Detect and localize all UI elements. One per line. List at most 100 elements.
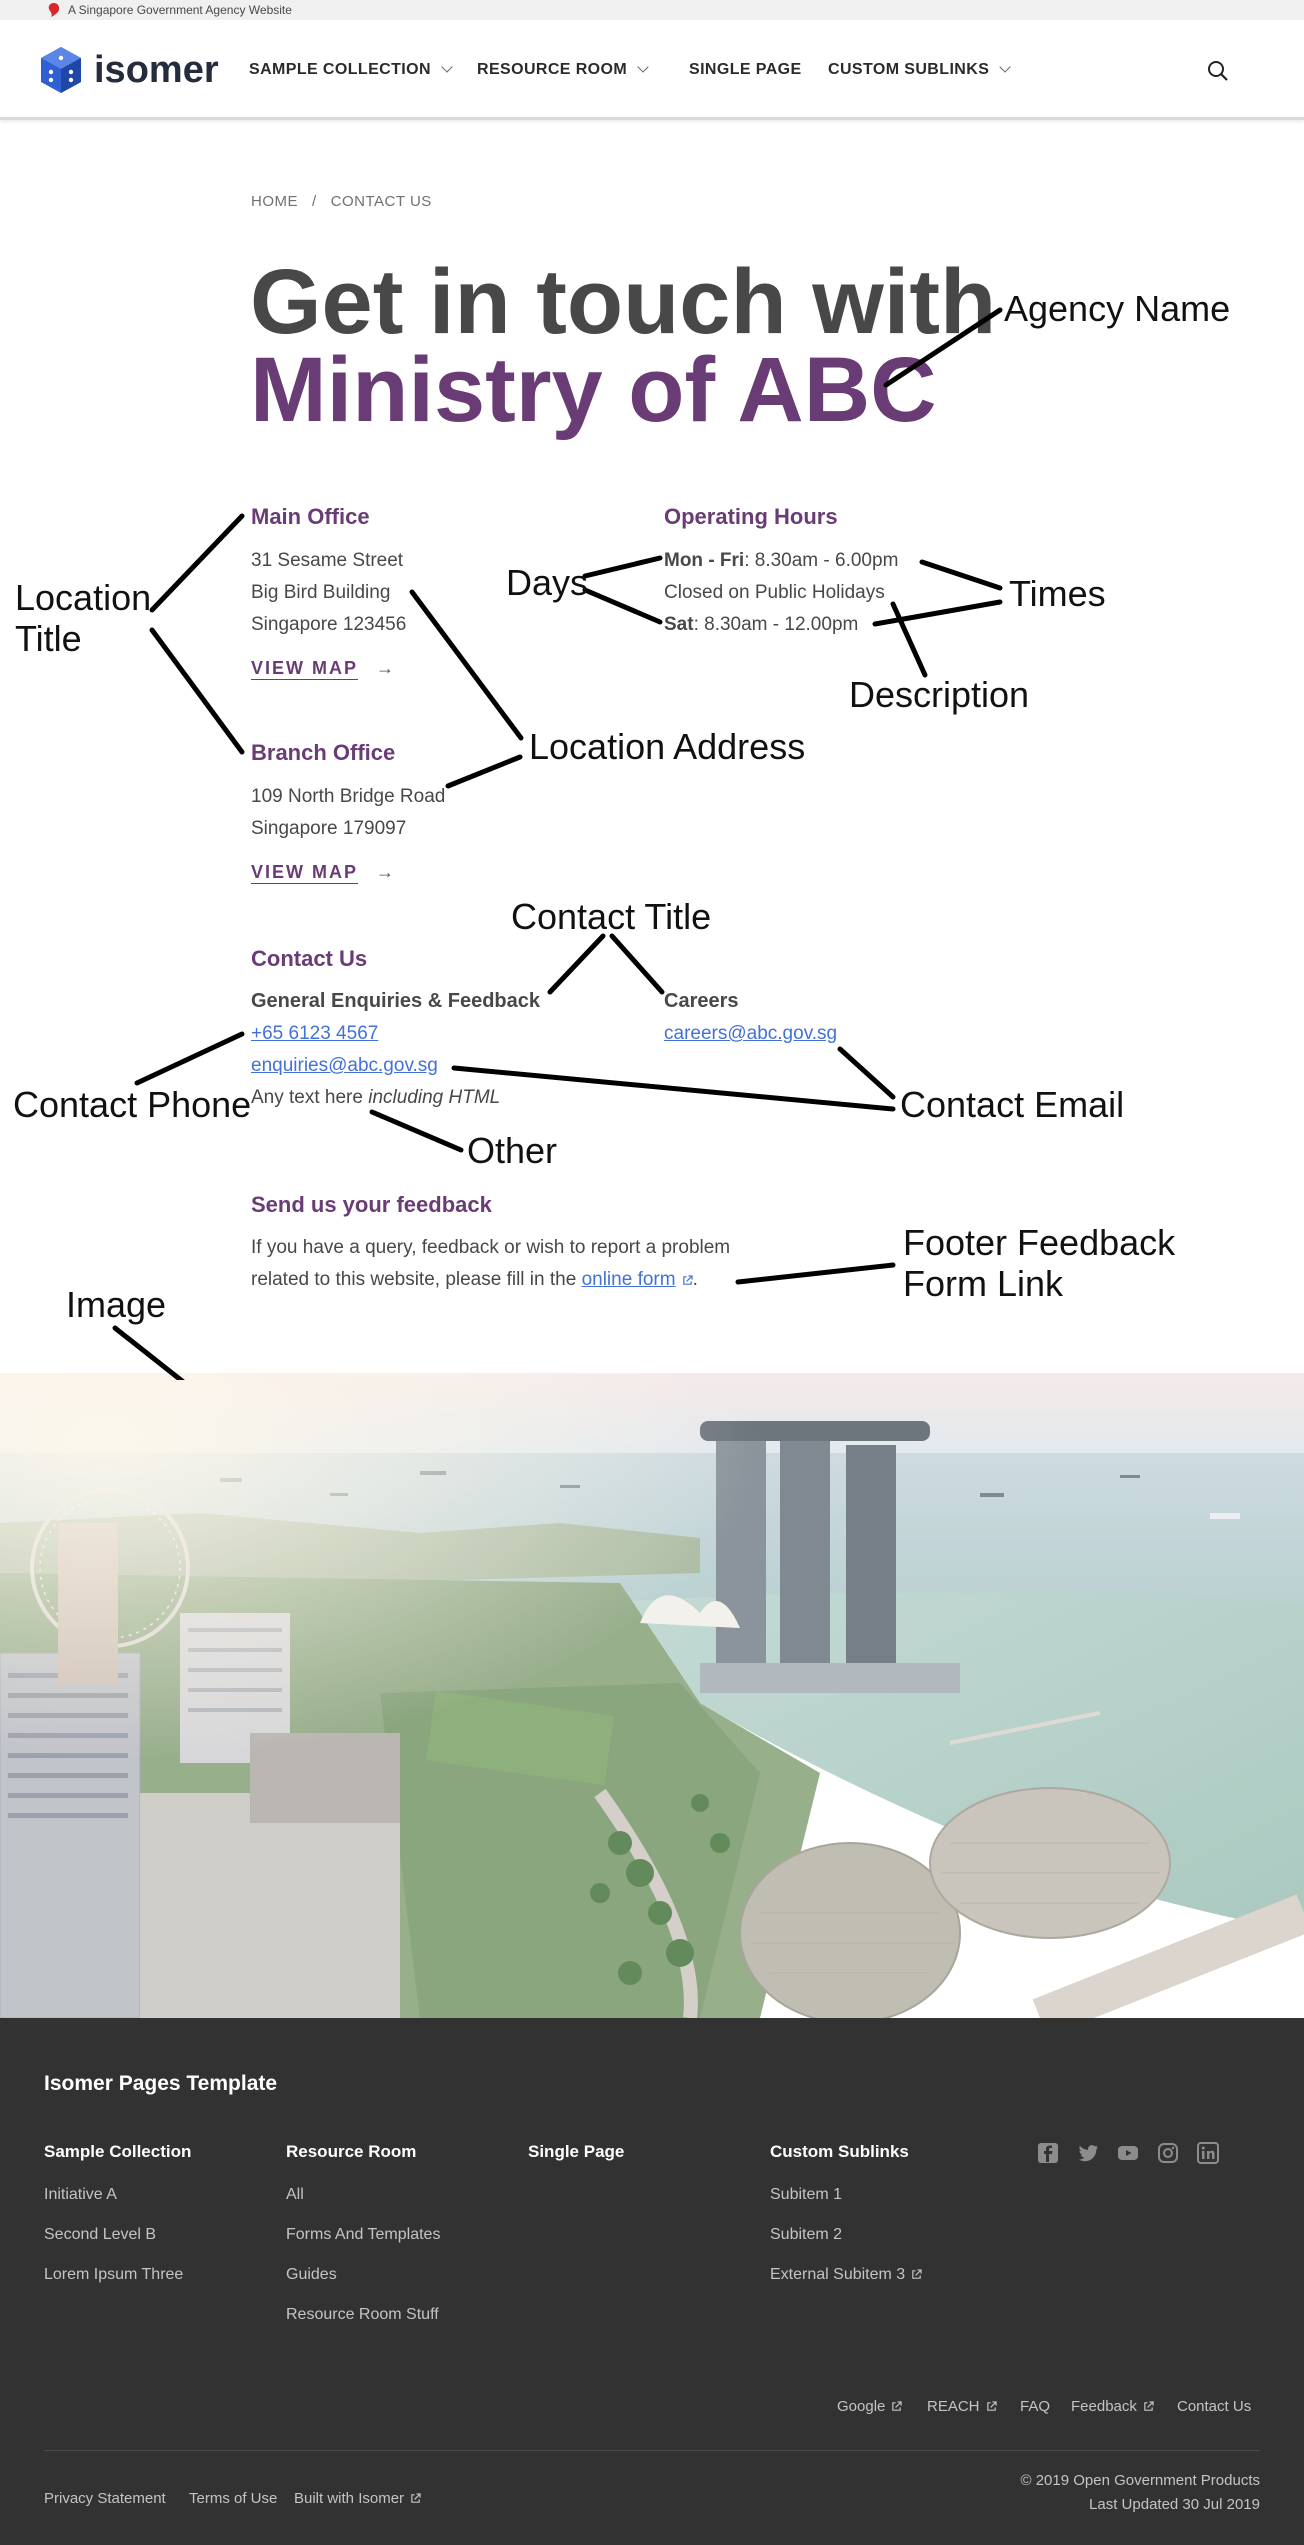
- annotation-contact-email: Contact Email: [900, 1084, 1125, 1125]
- arrow-right-icon: →: [376, 862, 395, 882]
- view-map-link-branch[interactable]: VIEW MAP →: [251, 862, 394, 883]
- footer-terms-link[interactable]: Terms of Use: [189, 2490, 278, 2507]
- breadcrumb-current[interactable]: CONTACT US: [330, 193, 432, 210]
- hours-row: Sat: 8.30am - 12.00pm: [664, 613, 858, 637]
- contact-other-italic: including HTML: [368, 1087, 501, 1108]
- footer-link[interactable]: Forms And Templates: [286, 2226, 441, 2243]
- footer-util-label: REACH: [927, 2398, 980, 2415]
- hero-image: [0, 1373, 1304, 2018]
- footer-util-label: Google: [837, 2398, 886, 2415]
- view-map-label: VIEW MAP: [251, 862, 359, 882]
- location-title-branch: Branch Office: [251, 740, 396, 765]
- footer-heading-sample-collection[interactable]: Sample Collection: [44, 2142, 192, 2161]
- hours-days: Sat: [664, 614, 694, 635]
- footer-util-faq[interactable]: FAQ: [1020, 2398, 1051, 2415]
- footer-heading-resource-room[interactable]: Resource Room: [286, 2142, 417, 2161]
- footer-link[interactable]: All: [286, 2186, 304, 2203]
- linkedin-icon[interactable]: [1197, 2142, 1219, 2164]
- feedback-form-link[interactable]: online form: [581, 1269, 676, 1290]
- contact-other: Any text here including HTML: [251, 1086, 500, 1110]
- external-link-icon: [411, 2493, 421, 2503]
- nav-item-label: RESOURCE ROOM: [477, 61, 628, 78]
- annotation-image-leader: [0, 1373, 1304, 1733]
- footer-link[interactable]: Lorem Ipsum Three: [44, 2266, 184, 2283]
- breadcrumb-home[interactable]: HOME: [251, 193, 298, 210]
- footer-link[interactable]: Guides: [286, 2266, 337, 2283]
- annotation-location-address: Location Address: [529, 726, 806, 767]
- navbar: isomer SAMPLE COLLECTION RESOURCE ROOM S…: [0, 20, 1304, 120]
- search-icon[interactable]: [1207, 60, 1229, 82]
- chevron-down-icon: [637, 61, 649, 73]
- footer-util-feedback[interactable]: Feedback: [1071, 2398, 1154, 2415]
- arrow-right-icon: →: [376, 658, 395, 678]
- logo-text[interactable]: isomer: [94, 49, 219, 91]
- footer-util-google[interactable]: Google: [837, 2398, 903, 2415]
- footer-heading-single-page[interactable]: Single Page: [528, 2142, 625, 2161]
- footer-link-external[interactable]: External Subitem 3: [770, 2266, 922, 2284]
- feedback-title: Send us your feedback: [251, 1192, 492, 1217]
- nav-item-sample-collection[interactable]: SAMPLE COLLECTION: [249, 60, 453, 80]
- careers-email-link[interactable]: careers@abc.gov.sg: [664, 1023, 838, 1044]
- nav-item-resource-room[interactable]: RESOURCE ROOM: [477, 60, 649, 80]
- contact-title: Contact Us: [251, 946, 368, 971]
- hours-row: Mon - Fri: 8.30am - 6.00pm: [664, 549, 898, 573]
- external-link-icon: [682, 1275, 693, 1285]
- hours-time: : 8.30am - 6.00pm: [744, 550, 899, 571]
- nav-item-custom-sublinks[interactable]: CUSTOM SUBLINKS: [828, 60, 1011, 80]
- footer-privacy-link[interactable]: Privacy Statement: [44, 2490, 166, 2507]
- twitter-icon[interactable]: [1077, 2142, 1099, 2164]
- instagram-icon[interactable]: [1157, 2142, 1179, 2164]
- footer-divider: [44, 2450, 1260, 2451]
- location-address-line: Singapore 179097: [251, 818, 407, 839]
- footer-util-contact-us[interactable]: Contact Us: [1177, 2398, 1252, 2415]
- footer-built-with-isomer-link[interactable]: Built with Isomer: [294, 2490, 421, 2507]
- footer-last-updated: Last Updated 30 Jul 2019: [1089, 2496, 1260, 2513]
- footer-link[interactable]: Second Level B: [44, 2226, 157, 2243]
- annotation-contact-phone: Contact Phone: [13, 1084, 252, 1125]
- annotation-footer-feedback: Footer Feedback: [903, 1222, 1176, 1263]
- footer-link-label: External Subitem 3: [770, 2266, 906, 2283]
- location-address-line: 31 Sesame Street: [251, 550, 404, 571]
- footer-copyright: © 2019 Open Government Products: [1020, 2472, 1260, 2489]
- facebook-icon[interactable]: [1037, 2142, 1059, 2164]
- contact-phone-link[interactable]: +65 6123 4567: [251, 1023, 379, 1044]
- external-link-icon: [892, 2401, 903, 2411]
- contact-label-careers: Careers: [664, 990, 739, 1012]
- annotation-agency-name: Agency Name: [1004, 288, 1231, 329]
- contact-other-text: Any text here: [251, 1087, 369, 1108]
- isomer-logo-icon[interactable]: [40, 46, 82, 94]
- operating-hours-title: Operating Hours: [664, 504, 838, 529]
- view-map-link-main[interactable]: VIEW MAP →: [251, 658, 394, 679]
- annotation-times: Times: [1009, 573, 1106, 614]
- breadcrumb: HOME / CONTACT US: [251, 193, 432, 210]
- hours-days: Mon - Fri: [664, 550, 745, 571]
- nav-item-single-page[interactable]: SINGLE PAGE: [689, 60, 802, 80]
- footer-link[interactable]: Subitem 1: [770, 2186, 843, 2203]
- footer-link[interactable]: Initiative A: [44, 2186, 117, 2203]
- footer-heading-custom-sublinks[interactable]: Custom Sublinks: [770, 2142, 909, 2161]
- annotation-contact-title: Contact Title: [511, 896, 712, 937]
- annotation-days: Days: [506, 562, 589, 603]
- singapore-lion-icon: [48, 3, 60, 17]
- marina-bay-image: [0, 1373, 1304, 2018]
- footer-link[interactable]: Subitem 2: [770, 2226, 843, 2243]
- annotation-footer-feedback: Form Link: [903, 1263, 1064, 1304]
- breadcrumb-separator: /: [312, 193, 317, 210]
- feedback-suffix: .: [692, 1269, 698, 1290]
- footer-title: Isomer Pages Template: [44, 2072, 278, 2095]
- chevron-down-icon: [441, 61, 453, 73]
- annotation-location-title: Title: [15, 618, 82, 659]
- hours-time: : 8.30am - 12.00pm: [693, 614, 859, 635]
- footer-link[interactable]: Resource Room Stuff: [286, 2306, 439, 2323]
- external-link-icon: [986, 2401, 997, 2411]
- youtube-icon[interactable]: [1117, 2142, 1139, 2164]
- external-link-icon: [1144, 2401, 1154, 2411]
- footer: Isomer Pages Template Sample Collection …: [0, 2018, 1304, 2545]
- nav-item-label: CUSTOM SUBLINKS: [828, 61, 990, 78]
- agency-name: Ministry of ABC: [250, 339, 937, 441]
- contact-email-link[interactable]: enquiries@abc.gov.sg: [251, 1055, 438, 1076]
- feedback-text: related to this website, please fill in …: [251, 1268, 698, 1292]
- location-address-line: 109 North Bridge Road: [251, 786, 446, 807]
- feedback-text-prefix: related to this website, please fill in …: [251, 1269, 582, 1290]
- footer-util-reach[interactable]: REACH: [927, 2398, 997, 2415]
